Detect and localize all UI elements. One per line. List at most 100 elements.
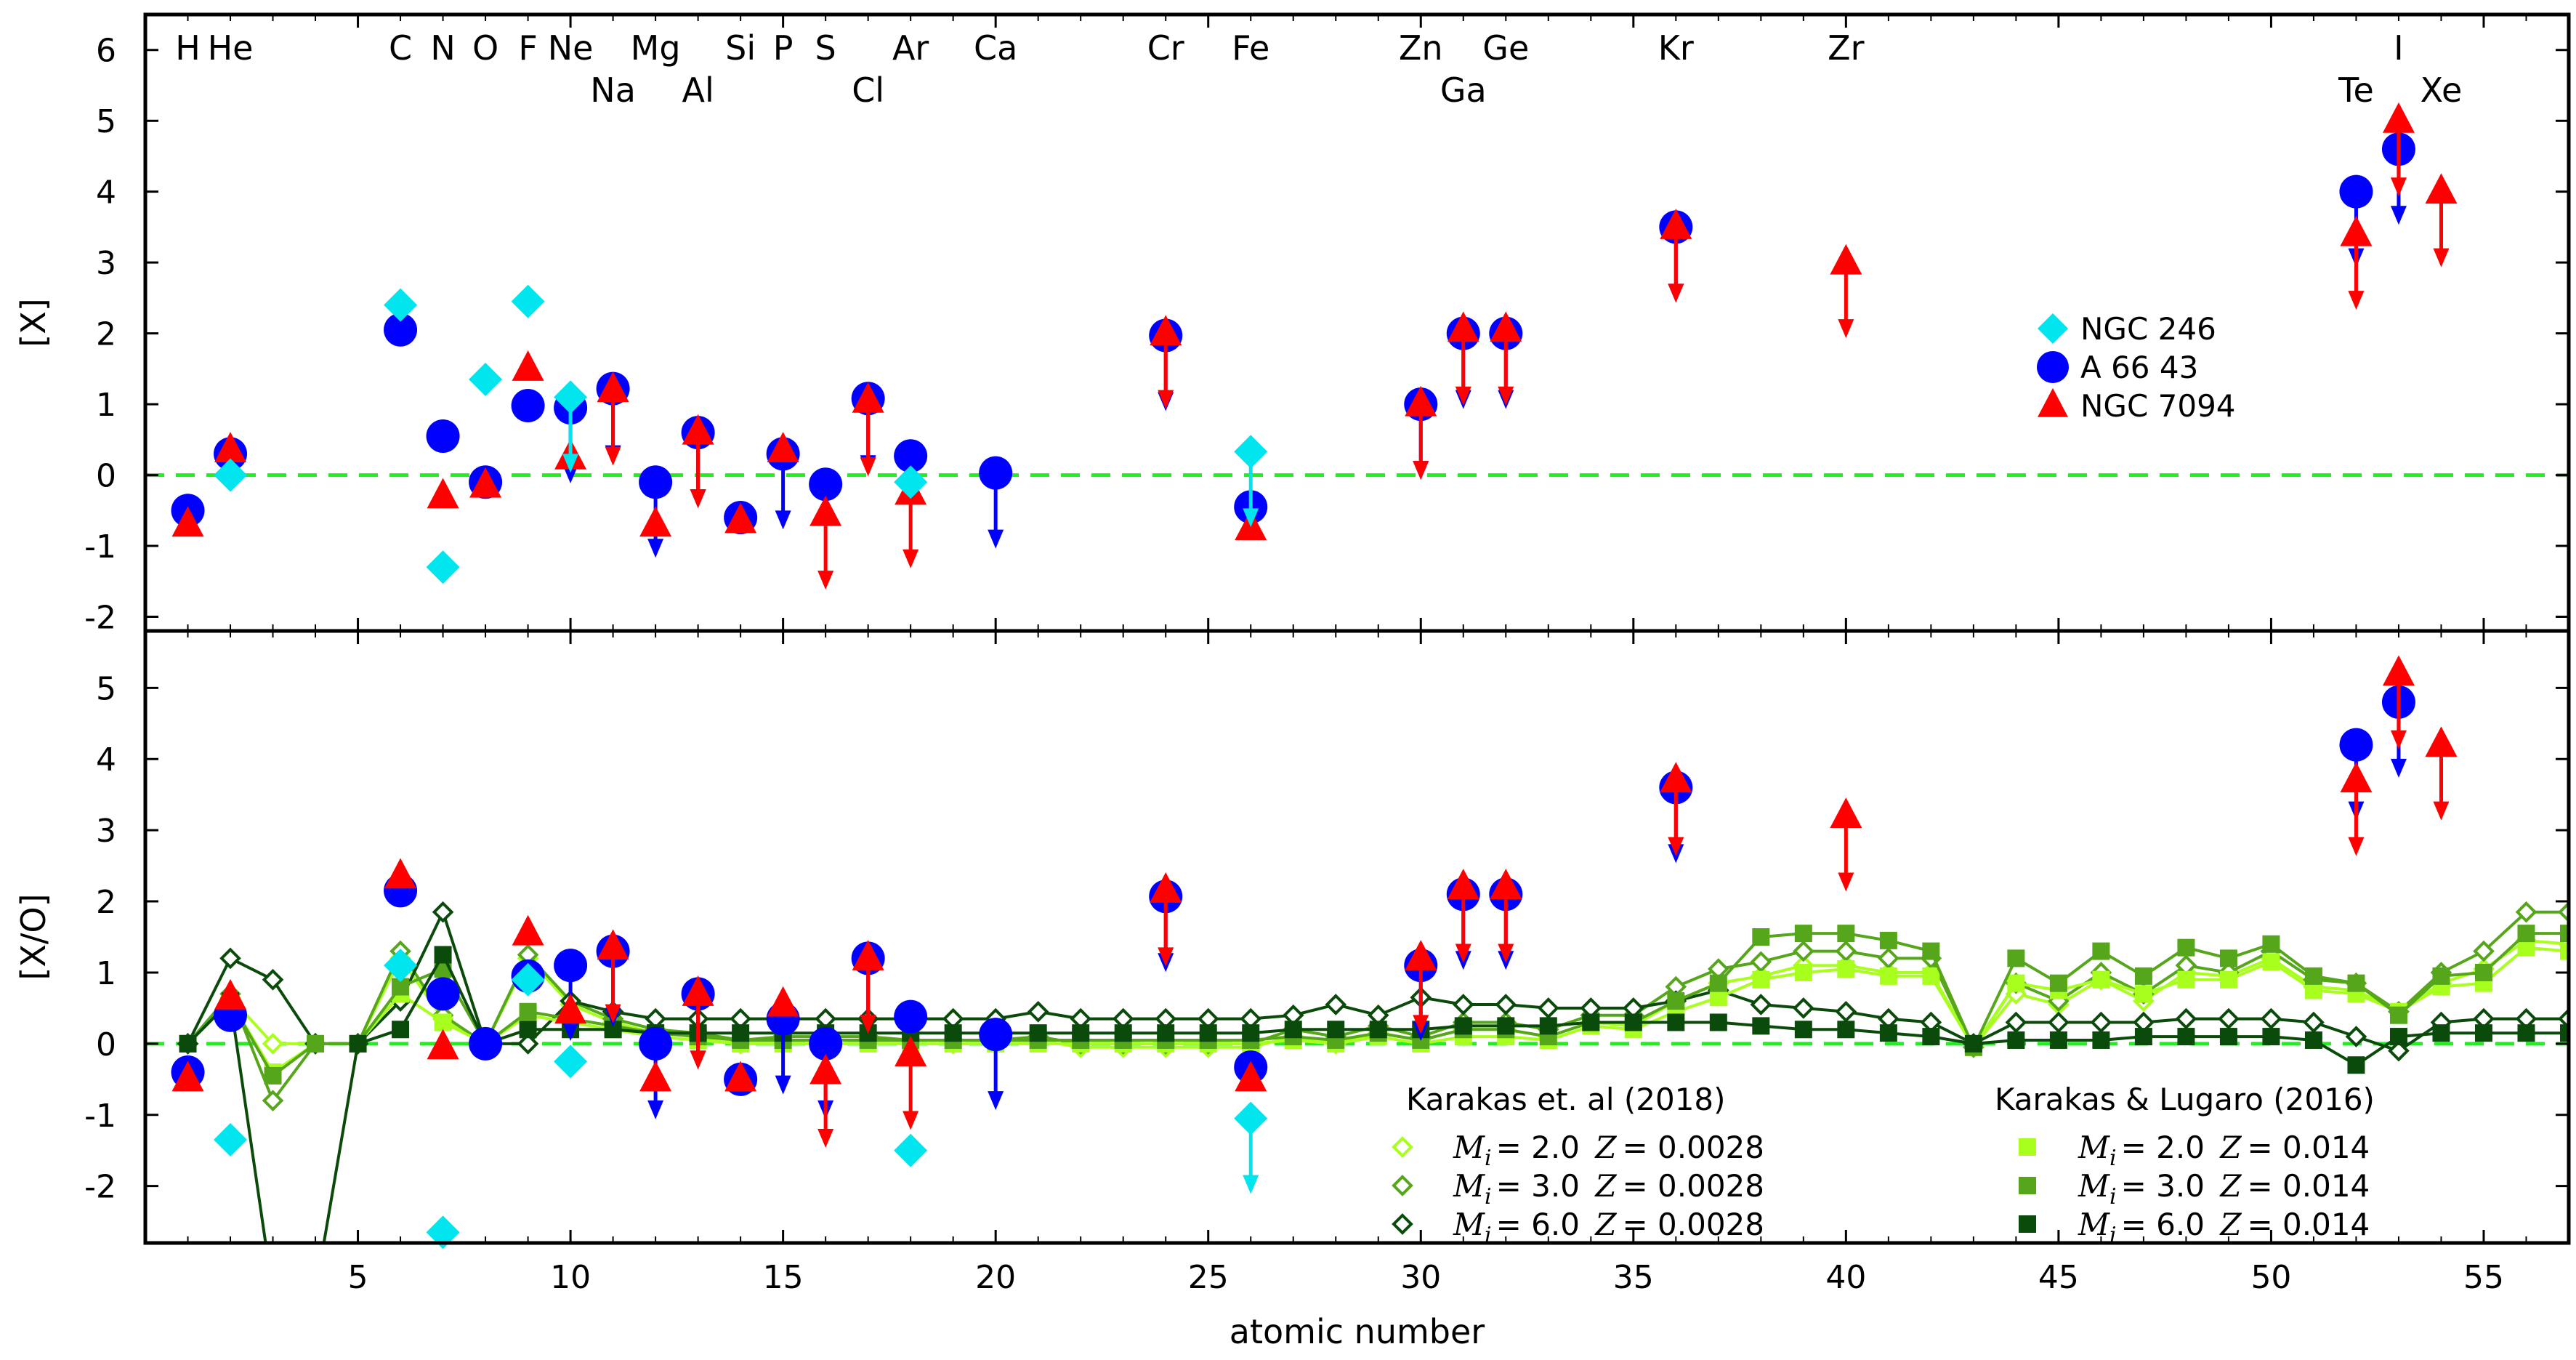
data-point: [171, 1061, 204, 1092]
data-point: [639, 506, 672, 537]
element-label: N: [430, 28, 455, 68]
legend-z-symbol: Z: [1594, 1207, 1617, 1242]
model-point: [2388, 1039, 2410, 1062]
element-label: Ga: [1440, 71, 1487, 110]
data-point: [1447, 311, 1479, 342]
model-point: [349, 1034, 367, 1053]
model-point: [2473, 940, 2495, 962]
model-point: [1964, 1034, 1982, 1053]
model-point: [264, 1066, 282, 1085]
legend-group-title: Karakas & Lugaro (2016): [1995, 1082, 2375, 1117]
legend-symbol: [2019, 1215, 2036, 1233]
model-point: [1750, 994, 1772, 1015]
x-tick-label: 10: [550, 1259, 591, 1296]
upper-limit-head: [1668, 283, 1684, 303]
legend-label: Mi = 6.0 Z = 0.0028: [1453, 1207, 1764, 1248]
legend-mass-value: = 3.0: [2121, 1168, 2215, 1204]
y-tick-label: 2: [96, 884, 116, 921]
model-point: [2177, 970, 2195, 989]
x-tick-label: 45: [2038, 1259, 2079, 1296]
model-point: [2175, 1007, 2197, 1030]
data-point: [426, 419, 460, 453]
legend-label: Mi = 3.0 Z = 0.0028: [1453, 1168, 1764, 1210]
x-tick-label: 25: [1188, 1259, 1229, 1296]
upper-limit-head: [647, 1100, 664, 1119]
model-point: [2219, 949, 2237, 967]
x-tick-label: 40: [1825, 1259, 1866, 1296]
model-point: [2517, 1024, 2535, 1042]
y-tick-label: -2: [84, 600, 116, 637]
legend-z-symbol: Z: [1594, 1168, 1617, 1204]
x-tick-label: 30: [1400, 1259, 1441, 1296]
element-label: S: [815, 28, 836, 68]
data-point: [384, 313, 418, 347]
element-label: Zr: [1828, 28, 1865, 68]
data-point: [1235, 1061, 1267, 1092]
model-point: [179, 1034, 197, 1053]
legend-label: A 66 43: [2080, 350, 2198, 385]
model-point: [2389, 1028, 2407, 1046]
legend-mass-value: = 2.0: [1496, 1130, 1590, 1165]
upper-limit-head: [2390, 177, 2407, 197]
model-point: [219, 947, 241, 970]
legend-label: Mi = 6.0 Z = 0.014: [2078, 1207, 2370, 1248]
upper-limit-head: [1243, 1175, 1259, 1194]
model-point: [1878, 947, 1899, 970]
element-label: I: [2394, 28, 2404, 68]
element-label: Kr: [1658, 28, 1694, 68]
data-point: [2382, 102, 2415, 133]
upper-limit-head: [988, 1091, 1004, 1111]
model-point: [2303, 1011, 2325, 1034]
model-point: [2090, 1011, 2112, 1034]
element-label: H: [175, 28, 201, 68]
legend-mass-symbol: M: [1453, 1168, 1485, 1204]
data-point: [1490, 869, 1522, 899]
model-point: [2007, 949, 2025, 967]
upper-limit-head: [860, 1015, 876, 1034]
model-point: [2347, 1056, 2365, 1074]
x-tick-label: 5: [348, 1259, 368, 1296]
data-point: [682, 414, 714, 445]
series-ngc-246: [214, 949, 1268, 1250]
legend-mass-subscript: i: [1485, 1223, 1492, 1248]
upper-limit-head: [1413, 461, 1429, 480]
data-point: [511, 284, 545, 318]
model-point: [1750, 951, 1772, 973]
model-point: [1752, 928, 1770, 946]
element-label: Zn: [1399, 28, 1443, 68]
data-point: [1660, 209, 1692, 239]
upper-limit-head: [1838, 319, 1854, 339]
data-point: [214, 458, 248, 492]
data-point: [979, 456, 1013, 490]
model-point: [1327, 1021, 1345, 1039]
model-point: [1325, 994, 1347, 1015]
legend-label: NGC 7094: [2080, 388, 2236, 424]
element-label: Ar: [892, 28, 929, 68]
data-point: [724, 502, 757, 534]
upper-limit-head: [903, 1111, 919, 1130]
element-label: Te: [2338, 71, 2374, 110]
y-tick-label: 5: [96, 103, 116, 140]
model-point: [1752, 1017, 1770, 1035]
y-tick-label: 3: [96, 245, 116, 282]
upper-limit-head: [1413, 1015, 1429, 1034]
model-point: [2389, 1006, 2407, 1024]
data-point: [809, 467, 843, 502]
legend-z-value: = 0.014: [2248, 1207, 2370, 1242]
data-point: [894, 465, 928, 499]
data-point: [554, 380, 588, 414]
element-label: Cr: [1147, 28, 1184, 68]
model-point: [2092, 1031, 2110, 1049]
legend-mass-symbol: M: [2078, 1130, 2110, 1165]
data-point: [469, 467, 502, 498]
legend-z-value: = 0.014: [2248, 1130, 2370, 1165]
model-point: [2048, 1011, 2070, 1034]
model-point: [2177, 938, 2195, 957]
model-point: [1922, 1028, 1940, 1046]
legend-mass-value: = 3.0: [1496, 1168, 1590, 1204]
x-tick-label: 15: [763, 1259, 804, 1296]
y-tick-label: 0: [96, 458, 116, 495]
legend-symbol: [2019, 1138, 2036, 1156]
